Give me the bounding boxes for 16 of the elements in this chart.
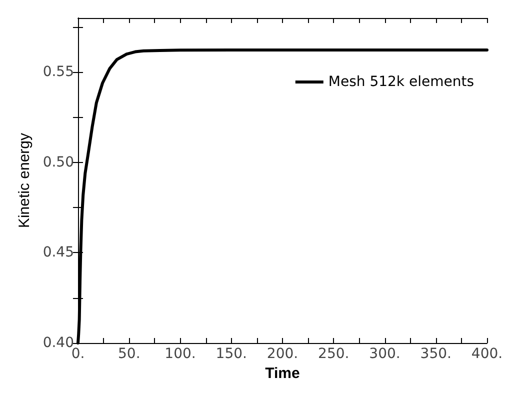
x-tick-label: 100. [164, 346, 196, 362]
y-tick-label: 0.45 [42, 244, 74, 261]
x-tick-label: 50. [118, 346, 140, 362]
x-tick-label: 400. [471, 346, 503, 362]
x-tick-label: 0. [71, 346, 85, 362]
x-tick-label: 150. [216, 346, 247, 362]
y-tick-label: 0.50 [42, 154, 74, 170]
y-tick-label: 0.40 [42, 335, 74, 351]
legend-label: Mesh 512k elements [328, 74, 474, 90]
x-tick-label: 300. [369, 346, 400, 362]
y-tick-label: 0.55 [42, 64, 74, 80]
y-axis-title: Kinetic energy [16, 132, 33, 228]
x-tick-label: 200. [266, 346, 298, 362]
x-axis-title: Time [265, 364, 300, 382]
x-tick-label: 350. [420, 346, 452, 362]
x-tick-label: 250. [318, 346, 350, 362]
